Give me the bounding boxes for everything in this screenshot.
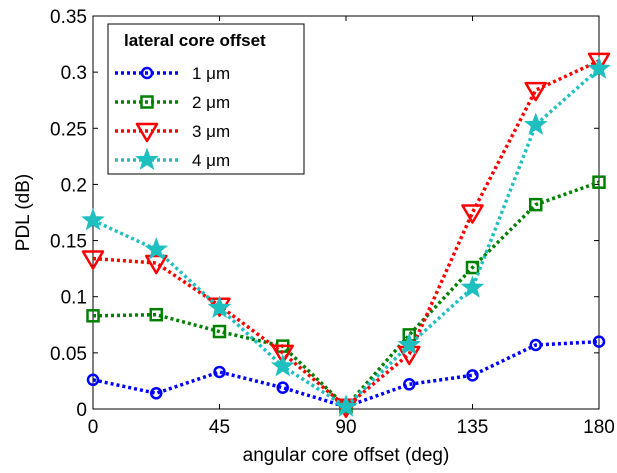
legend-entry: 2 μm [115,93,230,112]
axes: 0 45 90 135 180 0 0.05 0.1 0.15 0.2 0.25 0.3 0.35 [50,7,615,438]
legend-marker [140,95,154,109]
data-point [334,394,358,417]
legend-label: 4 μm [192,151,230,170]
data-point [529,338,542,352]
legend-entry: 3 μm [115,122,230,143]
data-point [523,112,548,135]
data-point [587,56,611,79]
series-line [92,180,600,410]
data-point [145,254,168,275]
y-tick-label: 0.15 [50,232,87,253]
data-point [149,307,163,322]
y-tick-label: 0.25 [50,119,87,140]
legend: lateral core offset 1 μm 2 μm 3 μm 4 μm [107,23,305,175]
legend-marker [140,66,154,80]
legend-marker [135,122,159,143]
legend-marker [135,147,159,171]
data-point [212,324,227,339]
series-4 [81,56,611,417]
legend-label: 3 μm [192,122,230,141]
series-line [92,339,600,409]
data-point [270,353,295,377]
data-point [213,365,226,379]
data-point [207,295,232,319]
y-tick-label: 0.3 [61,63,87,84]
data-point [144,237,169,260]
data-point [86,309,100,323]
x-tick-label: 90 [335,417,356,438]
legend-entries: 1 μm 2 μm 3 μm 4 μm [115,64,230,171]
data-point [397,332,422,356]
x-tick-label: 45 [209,417,230,438]
x-axis-label: angular core offset (deg) [243,445,450,466]
data-point [461,204,484,224]
data-point [592,175,606,189]
x-tick-label: 135 [457,417,489,438]
data-point [150,387,163,400]
data-point [403,378,416,391]
data-point [524,81,547,102]
y-axis-label: PDL (dB) [13,174,34,251]
data-point [529,197,543,212]
series-line [92,67,601,409]
data-point [465,260,480,275]
data-point [592,335,606,348]
data-point [276,381,289,394]
legend-title: lateral core offset [124,31,266,50]
x-tick-label: 0 [88,417,99,438]
data-point [271,344,294,365]
y-tick-label: 0.05 [50,344,87,365]
legend-entry: 1 μm [115,64,230,83]
data-point [86,373,100,387]
x-tick-label: 180 [583,417,615,438]
series-layer [81,52,611,419]
data-point [460,275,485,298]
legend-label: 2 μm [192,93,230,112]
legend-label: 1 μm [192,64,230,83]
y-tick-label: 0.35 [50,7,87,28]
data-point [81,207,105,231]
data-point [81,250,105,270]
legend-entry: 4 μm [115,147,230,171]
y-tick-label: 0.1 [61,288,87,309]
data-point [587,52,611,73]
data-point [466,369,479,382]
y-tick-label: 0 [76,400,87,421]
y-tick-label: 0.2 [61,175,87,196]
